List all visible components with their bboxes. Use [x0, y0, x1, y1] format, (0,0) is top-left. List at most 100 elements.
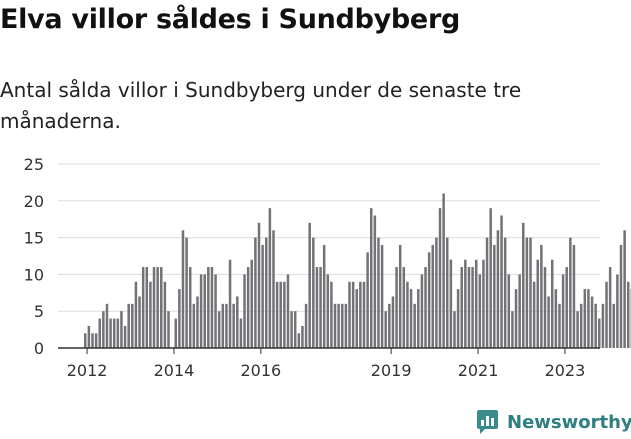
bar — [268, 208, 272, 348]
bar — [511, 311, 514, 348]
bar — [623, 230, 626, 348]
bar — [362, 281, 366, 348]
bar — [579, 303, 583, 348]
bar — [420, 274, 424, 348]
bar — [196, 296, 199, 348]
bar — [627, 281, 630, 348]
bar — [156, 267, 159, 348]
bar — [540, 244, 543, 348]
bar — [254, 237, 257, 348]
bar — [145, 267, 149, 348]
bar — [543, 267, 547, 348]
bar — [612, 303, 616, 348]
bar — [141, 267, 145, 348]
bar — [308, 222, 311, 348]
x-axis: 2012201420162019202120232025 — [58, 347, 600, 380]
bar — [377, 237, 380, 348]
bar — [250, 259, 254, 348]
bar — [449, 259, 453, 348]
x-tick-label: 2023 — [545, 361, 586, 380]
newsworthy-brand[interactable]: Newsworthy — [476, 408, 631, 436]
bar — [417, 289, 420, 348]
bar — [431, 244, 435, 348]
bar — [446, 237, 449, 348]
y-axis-tick-labels: 0 5 10 15 20 25 — [24, 155, 44, 358]
bar — [131, 303, 134, 348]
y-tick-label: 10 — [24, 265, 44, 284]
bar — [384, 311, 387, 348]
bar — [583, 289, 587, 348]
bar — [503, 237, 507, 348]
bar — [435, 237, 438, 348]
bar — [228, 259, 232, 348]
bar — [214, 274, 217, 348]
bar — [402, 267, 406, 348]
bar — [127, 303, 130, 348]
bar — [406, 281, 409, 348]
x-tick-label: 2012 — [67, 361, 108, 380]
bar — [395, 267, 398, 348]
bar — [261, 244, 264, 348]
bar — [207, 267, 210, 348]
y-tick-label: 15 — [24, 229, 44, 248]
bar — [185, 237, 188, 348]
x-tick-label: 2016 — [240, 361, 281, 380]
x-tick-label: 2021 — [458, 361, 499, 380]
bar — [518, 274, 521, 348]
bar — [210, 267, 214, 348]
bar — [312, 237, 315, 348]
bar — [94, 333, 98, 348]
bar — [102, 311, 105, 348]
bar — [576, 311, 579, 348]
bar — [221, 303, 225, 348]
newsworthy-logo-icon — [477, 410, 498, 434]
bar — [112, 318, 116, 348]
x-tick-label: 2019 — [371, 361, 412, 380]
y-tick-label: 0 — [34, 339, 44, 358]
bar — [181, 230, 185, 348]
bar — [373, 215, 377, 348]
bar — [608, 267, 612, 348]
bar — [550, 259, 554, 348]
bar — [619, 244, 623, 348]
y-tick-label: 20 — [24, 192, 44, 211]
bar — [601, 303, 605, 348]
bar — [438, 208, 442, 348]
bar — [565, 267, 568, 348]
bar — [474, 259, 478, 348]
bar — [351, 281, 355, 348]
bar — [149, 281, 152, 348]
bar — [319, 267, 322, 348]
bar — [348, 281, 351, 348]
bar — [123, 325, 127, 348]
bar — [217, 311, 221, 348]
bar — [482, 259, 485, 348]
bar — [456, 289, 460, 348]
bar — [84, 333, 87, 348]
bar — [522, 222, 525, 348]
bar — [199, 274, 203, 348]
bar — [192, 303, 196, 348]
bar — [109, 318, 112, 348]
bar — [464, 259, 467, 348]
bar — [243, 274, 246, 348]
bar — [489, 208, 492, 348]
bar — [598, 318, 601, 348]
bar — [167, 311, 170, 348]
bar — [98, 318, 101, 348]
y-tick-label: 5 — [34, 302, 44, 321]
bar — [398, 244, 402, 348]
chart-title: Elva villor såldes i Sundbyberg — [0, 4, 460, 35]
bar — [203, 274, 206, 348]
bar — [554, 289, 558, 348]
bar — [322, 244, 326, 348]
bar — [507, 274, 511, 348]
bar — [333, 303, 337, 348]
bar — [134, 281, 138, 348]
bar — [304, 303, 308, 348]
bar — [413, 303, 416, 348]
bar — [105, 303, 109, 348]
bar — [297, 333, 301, 348]
bar — [493, 244, 496, 348]
